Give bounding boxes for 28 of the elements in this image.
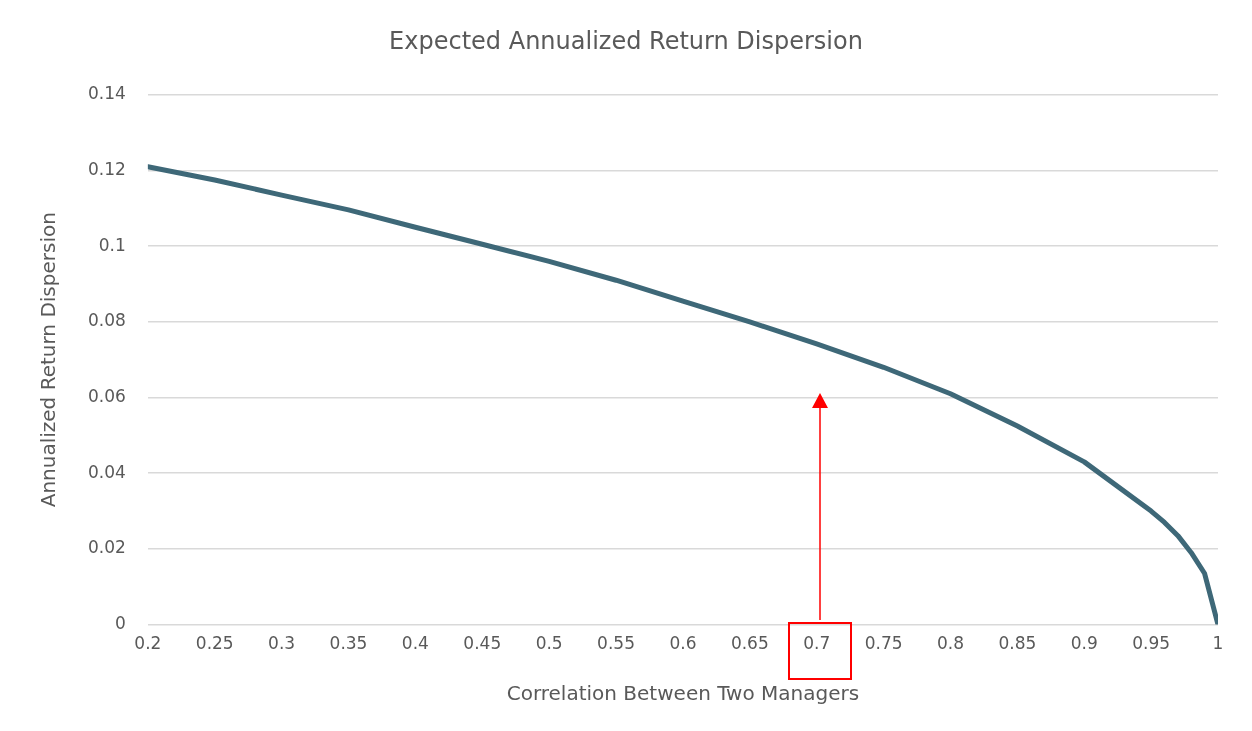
x-tick-label: 0.3	[268, 633, 296, 654]
y-tick-label: 0.12	[87, 158, 126, 179]
x-tick-label: 0.5	[535, 633, 563, 654]
x-tick-label: 0.95	[1132, 633, 1171, 654]
x-tick-label: 0.2	[134, 633, 162, 654]
y-tick-label: 0.06	[87, 385, 126, 406]
x-tick-label: 1	[1212, 633, 1224, 654]
x-tick-label: 0.4	[401, 633, 429, 654]
y-tick-label: 0.1	[98, 234, 126, 255]
x-axis-title: Correlation Between Two Managers	[506, 681, 860, 706]
y-tick-label: 0.02	[87, 537, 126, 558]
y-axis-title: Annualized Return Dispersion	[36, 212, 61, 508]
y-tick-label: 0.14	[87, 83, 126, 104]
x-tick-label: 0.7	[803, 633, 831, 654]
x-tick-label: 0.6	[669, 633, 697, 654]
chart-title: Expected Annualized Return Dispersion	[389, 26, 863, 55]
x-tick-label: 0.8	[936, 633, 964, 654]
x-tick-label: 0.85	[998, 633, 1037, 654]
y-tick-label: 0.04	[87, 461, 126, 482]
x-tick-label: 0.65	[730, 633, 769, 654]
y-tick-label: 0	[115, 613, 126, 634]
x-tick-label: 0.75	[864, 633, 903, 654]
x-tick-label: 0.45	[463, 633, 502, 654]
x-tick-label: 0.35	[329, 633, 368, 654]
x-tick-label: 0.25	[195, 633, 234, 654]
x-tick-label: 0.55	[597, 633, 635, 654]
y-tick-label: 0.08	[87, 310, 126, 331]
x-tick-label: 0.9	[1070, 633, 1098, 654]
